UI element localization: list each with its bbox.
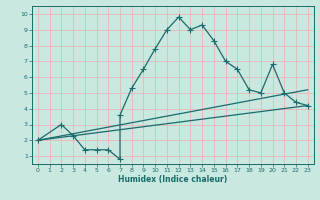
X-axis label: Humidex (Indice chaleur): Humidex (Indice chaleur)	[118, 175, 228, 184]
